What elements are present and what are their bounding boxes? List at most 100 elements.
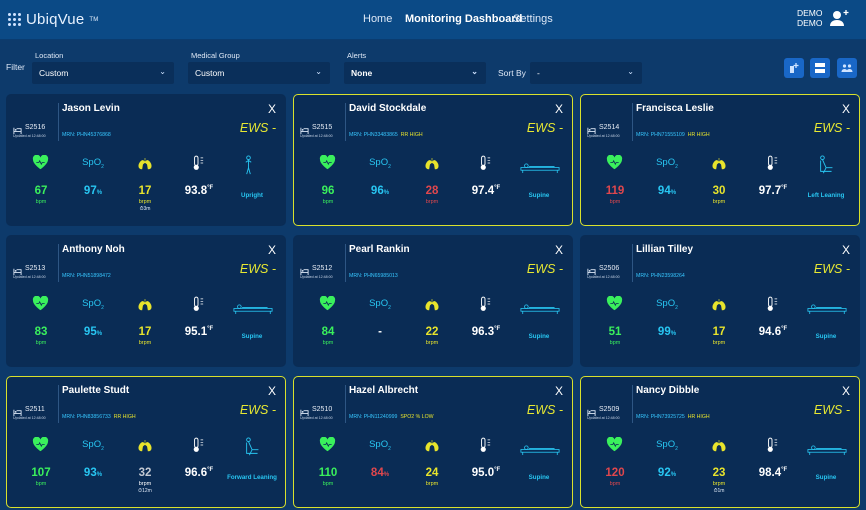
mrn-number: MRN: PHN33483865 bbox=[349, 132, 398, 138]
user-name: DEMO DEMO bbox=[797, 8, 823, 28]
heart-rate-value: 96 bbox=[321, 185, 335, 197]
patient-card[interactable]: S2516 Updated at 12:48:00 Jason Levin X … bbox=[6, 94, 286, 226]
bed-icon bbox=[13, 263, 22, 276]
supine-posture-icon bbox=[807, 443, 847, 461]
patient-card[interactable]: S2513 Updated at 12:48:00 Anthony Noh X … bbox=[6, 235, 286, 367]
location-select[interactable]: Custom ⌄ bbox=[32, 62, 174, 84]
patient-card[interactable]: S2509 Updated at 12:48:00 Nancy Dibble X… bbox=[580, 376, 860, 508]
close-button[interactable]: X bbox=[841, 384, 850, 398]
user-name-line1: DEMO bbox=[797, 8, 823, 18]
patient-name[interactable]: Hazel Albrecht bbox=[349, 385, 419, 396]
app-logo[interactable]: UbiqVue TM bbox=[8, 11, 98, 28]
patient-name[interactable]: Nancy Dibble bbox=[636, 385, 700, 396]
bed-icon bbox=[300, 404, 309, 417]
medical-group-select[interactable]: Custom ⌄ bbox=[188, 62, 330, 84]
close-button[interactable]: X bbox=[554, 102, 563, 116]
spo2-unit: % bbox=[670, 331, 677, 337]
grid-view-button[interactable] bbox=[837, 58, 857, 78]
close-button[interactable]: X bbox=[267, 243, 276, 257]
patient-name[interactable]: Pearl Rankin bbox=[349, 244, 410, 255]
close-button[interactable]: X bbox=[841, 243, 850, 257]
heart-icon bbox=[606, 295, 623, 316]
mrn-number: MRN: PHN23598264 bbox=[636, 273, 685, 279]
sort-by-select[interactable]: - ⌄ bbox=[530, 62, 642, 84]
heart-rate-unit: bpm bbox=[35, 481, 47, 487]
posture-label: Supine bbox=[528, 333, 550, 340]
thermometer-icon bbox=[479, 155, 491, 176]
supine-posture-icon bbox=[520, 443, 560, 461]
list-view-button[interactable] bbox=[810, 58, 830, 78]
patient-name[interactable]: Paulette Studt bbox=[62, 385, 130, 396]
patient-name[interactable]: David Stockdale bbox=[349, 103, 427, 114]
patient-card[interactable]: S2514 Updated at 12:48:00 Francisca Lesl… bbox=[580, 94, 860, 226]
close-button[interactable]: X bbox=[841, 102, 850, 116]
list-view-icon bbox=[815, 63, 825, 73]
spo2-label-sub: 2 bbox=[675, 445, 678, 452]
heart-icon bbox=[606, 436, 623, 457]
temperature-value: 97.4°F bbox=[464, 185, 508, 197]
patient-card[interactable]: S2511 Updated at 12:48:00 Paulette Studt… bbox=[6, 376, 286, 508]
add-patient-button[interactable] bbox=[784, 58, 804, 78]
posture-label: Supine bbox=[815, 333, 837, 340]
logo-tm: TM bbox=[89, 16, 99, 23]
temperature-unit: °F bbox=[207, 185, 214, 192]
sort-by-label: Sort By bbox=[498, 68, 526, 78]
spo2-number: 93 bbox=[83, 467, 97, 479]
lungs-icon bbox=[425, 298, 439, 316]
patient-card[interactable]: S2512 Updated at 12:48:00 Pearl Rankin X… bbox=[293, 235, 573, 367]
location-value: Custom bbox=[39, 68, 69, 78]
close-button[interactable]: X bbox=[267, 384, 276, 398]
lungs-icon bbox=[712, 439, 726, 457]
close-button[interactable]: X bbox=[267, 102, 276, 116]
patient-card[interactable]: S2510 Updated at 12:48:00 Hazel Albrecht… bbox=[293, 376, 573, 508]
respiration-rate-value: 22 bbox=[425, 326, 439, 338]
patient-name[interactable]: Anthony Noh bbox=[62, 244, 125, 255]
temperature-unit: °F bbox=[207, 467, 214, 474]
patient-name[interactable]: Lillian Tilley bbox=[636, 244, 694, 255]
nav-monitoring-dashboard[interactable]: Monitoring Dashboard bbox=[405, 13, 523, 25]
patient-name[interactable]: Jason Levin bbox=[62, 103, 120, 114]
respiration-rate-unit: brpm bbox=[138, 481, 152, 487]
posture-label: Forward Leaning bbox=[227, 474, 277, 481]
thermometer-icon bbox=[192, 296, 204, 317]
supine-posture-icon bbox=[807, 302, 847, 320]
patient-card[interactable]: S2515 Updated at 12:48:00 David Stockdal… bbox=[293, 94, 573, 226]
bed-icon bbox=[300, 263, 309, 276]
spo2-value: 93% bbox=[73, 467, 113, 479]
lungs-icon bbox=[138, 157, 152, 175]
bed-number: S2516 bbox=[25, 124, 46, 131]
divider bbox=[632, 103, 633, 141]
respiration-rate-unit: brpm bbox=[712, 481, 726, 487]
nav-settings[interactable]: Settings bbox=[513, 13, 553, 25]
patient-name[interactable]: Francisca Leslie bbox=[636, 103, 714, 114]
divider bbox=[632, 244, 633, 282]
respiration-rate-unit: brpm bbox=[425, 340, 439, 346]
alerts-select[interactable]: None ⌄ bbox=[344, 62, 486, 84]
patient-card[interactable]: S2506 Updated at 12:48:00 Lillian Tilley… bbox=[580, 235, 860, 367]
divider bbox=[345, 244, 346, 282]
heart-icon bbox=[32, 154, 49, 175]
nav-home[interactable]: Home bbox=[363, 13, 393, 25]
close-button[interactable]: X bbox=[554, 243, 563, 257]
bed-icon bbox=[13, 122, 22, 135]
spo2-label: SpO2 bbox=[647, 157, 687, 170]
respiration-rate-unit: brpm bbox=[138, 340, 152, 346]
respiration-rate-value: 32 bbox=[138, 467, 152, 479]
temperature-unit: °F bbox=[494, 185, 501, 192]
mrn-number: MRN: PHN73925725 bbox=[636, 414, 685, 420]
alert-text: RR HIGH bbox=[113, 414, 136, 420]
close-button[interactable]: X bbox=[554, 384, 563, 398]
mrn-text: MRN: PHN11240999 SPO2 % LOW bbox=[349, 414, 434, 420]
updated-time: Updated at 12:48:00 bbox=[587, 275, 620, 279]
bed-number: S2514 bbox=[599, 124, 620, 131]
heart-icon bbox=[606, 154, 623, 175]
bed-icon bbox=[300, 122, 309, 135]
temperature-number: 97.7 bbox=[758, 185, 782, 197]
user-add-icon[interactable] bbox=[828, 8, 850, 30]
heart-rate-unit: bpm bbox=[35, 340, 47, 346]
bed-icon bbox=[587, 263, 596, 276]
ews-score: EWS - bbox=[239, 121, 276, 135]
mrn-text: MRN: PHN71555109 HR HIGH bbox=[636, 132, 710, 138]
heart-icon bbox=[32, 436, 49, 457]
spo2-label-sub: 2 bbox=[675, 304, 678, 311]
